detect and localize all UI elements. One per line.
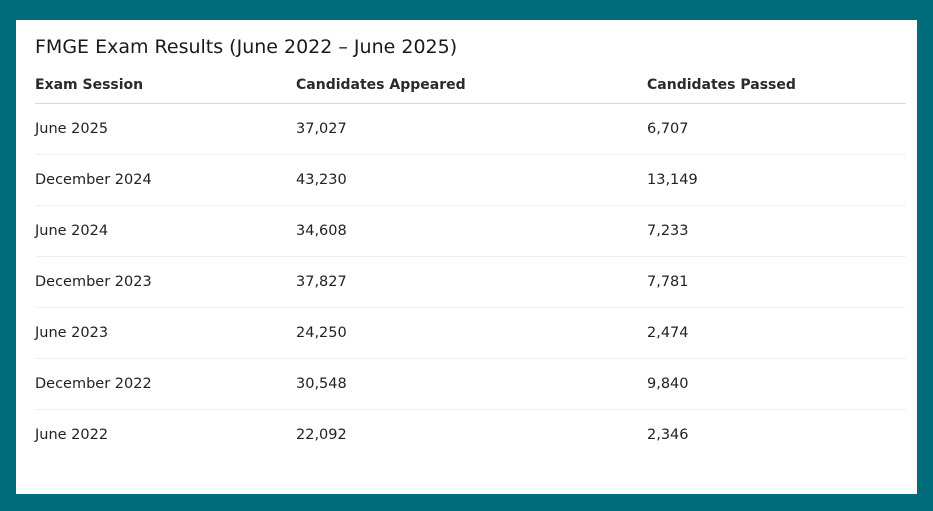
table-row: December 2023 37,827 7,781 xyxy=(35,256,906,308)
table-row: June 2023 24,250 2,474 xyxy=(35,307,906,359)
candidates-passed-cell: 7,233 xyxy=(647,205,906,257)
table-header: Exam Session Candidates Appeared Candida… xyxy=(35,67,906,104)
candidates-appeared-cell: 37,027 xyxy=(296,103,647,155)
candidates-appeared-cell: 24,250 xyxy=(296,307,647,359)
header-row: Exam Session Candidates Appeared Candida… xyxy=(35,67,906,104)
candidates-passed-cell: 13,149 xyxy=(647,154,906,206)
exam-session-cell: June 2024 xyxy=(35,205,296,257)
page-title: FMGE Exam Results (June 2022 – June 2025… xyxy=(35,36,458,58)
exam-session-cell: June 2025 xyxy=(35,103,296,155)
header-candidates-appeared: Candidates Appeared xyxy=(296,67,647,104)
candidates-passed-cell: 2,474 xyxy=(647,307,906,359)
candidates-passed-cell: 9,840 xyxy=(647,358,906,410)
exam-session-cell: December 2024 xyxy=(35,154,296,206)
table-row: December 2024 43,230 13,149 xyxy=(35,154,906,206)
results-table: Exam Session Candidates Appeared Candida… xyxy=(35,67,906,460)
candidates-appeared-cell: 34,608 xyxy=(296,205,647,257)
candidates-passed-cell: 2,346 xyxy=(647,426,689,443)
table-body: June 2025 37,027 6,707 December 2024 43,… xyxy=(35,103,906,460)
table-row: June 2024 34,608 7,233 xyxy=(35,205,906,257)
header-candidates-passed: Candidates Passed xyxy=(647,67,906,104)
candidates-passed-cell: 6,707 xyxy=(647,103,906,155)
table-row: June 2025 37,027 6,707 xyxy=(35,103,906,155)
candidates-passed-cell: 7,781 xyxy=(647,256,906,308)
exam-session-cell: December 2022 xyxy=(35,358,296,410)
candidates-appeared-cell: 43,230 xyxy=(296,154,647,206)
table-row: June 2022 22,092 2,346 xyxy=(35,409,906,460)
header-exam-session: Exam Session xyxy=(35,67,296,104)
exam-session-cell: June 2023 xyxy=(35,307,296,359)
exam-session-cell: June 2022 xyxy=(35,426,109,443)
candidates-appeared-cell: 30,548 xyxy=(296,358,647,410)
candidates-appeared-cell: 37,827 xyxy=(296,256,647,308)
candidates-appeared-cell: 22,092 xyxy=(296,426,347,443)
table-row: December 2022 30,548 9,840 xyxy=(35,358,906,410)
exam-session-cell: December 2023 xyxy=(35,256,296,308)
results-card: FMGE Exam Results (June 2022 – June 2025… xyxy=(16,20,917,494)
